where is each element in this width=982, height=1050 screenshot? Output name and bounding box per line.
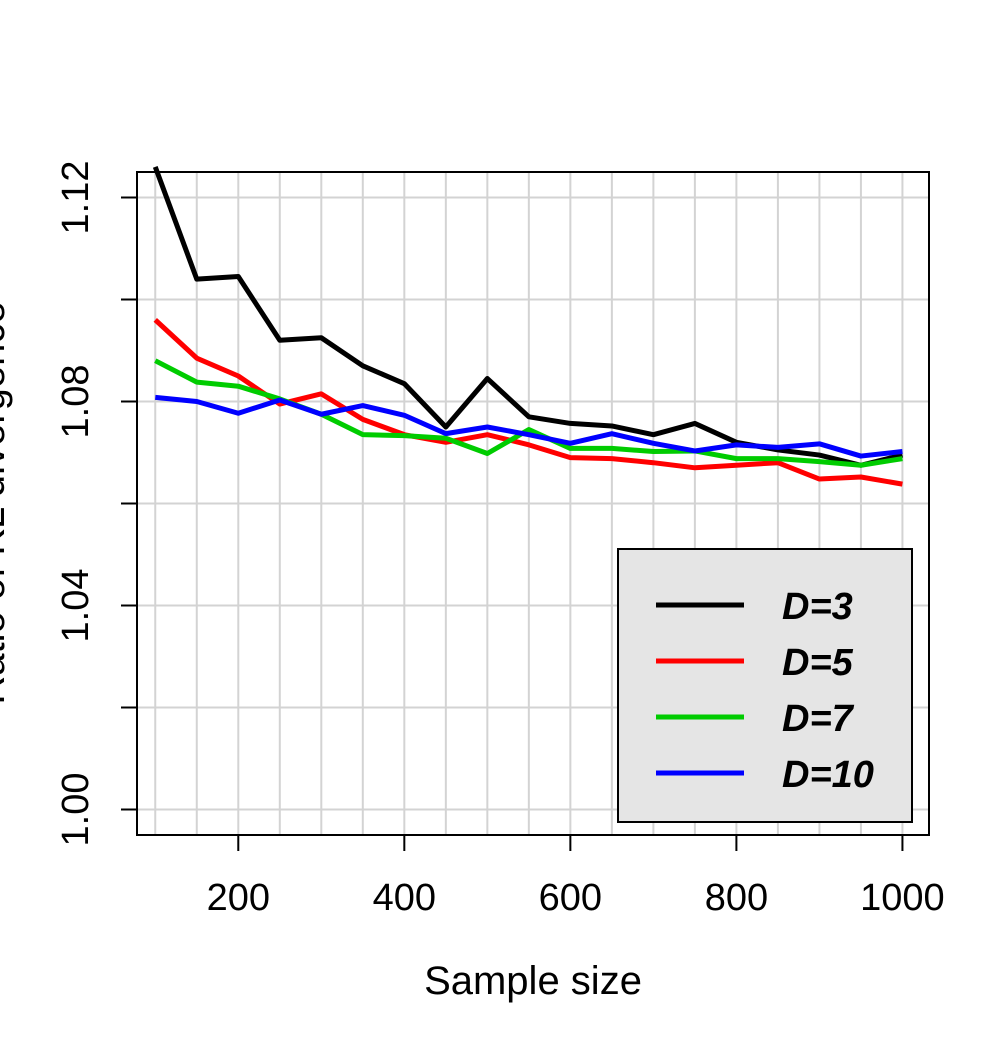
y-axis-title: Ratio of KL divergence: [0, 301, 13, 704]
x-axis: 200 400 600 800 1000: [207, 835, 945, 919]
x-tick-label: 400: [373, 877, 436, 919]
legend-label: D=5: [782, 642, 854, 684]
y-tick-label: 1.08: [55, 365, 97, 439]
y-tick-label: 1.04: [55, 569, 97, 643]
x-tick-label: 1000: [860, 877, 945, 919]
y-tick-label: 1.12: [55, 161, 97, 235]
legend: D=3 D=5 D=7 D=10: [617, 548, 913, 823]
x-axis-title: Sample size: [424, 959, 642, 1003]
series-line-d3: [152, 166, 904, 468]
legend-label: D=10: [782, 754, 874, 796]
legend-label: D=7: [782, 698, 855, 740]
series-line-d10: [155, 394, 903, 459]
x-tick-label: 800: [705, 877, 768, 919]
series-line-d5: [153, 318, 903, 487]
x-tick-label: 600: [539, 877, 602, 919]
series-lines: [152, 166, 904, 487]
legend-label: D=3: [782, 586, 853, 628]
x-tick-label: 200: [207, 877, 270, 919]
legend-box: [617, 548, 913, 823]
y-axis: 1.00 1.04 1.08 1.12: [55, 161, 137, 847]
y-tick-label: 1.00: [55, 773, 97, 847]
